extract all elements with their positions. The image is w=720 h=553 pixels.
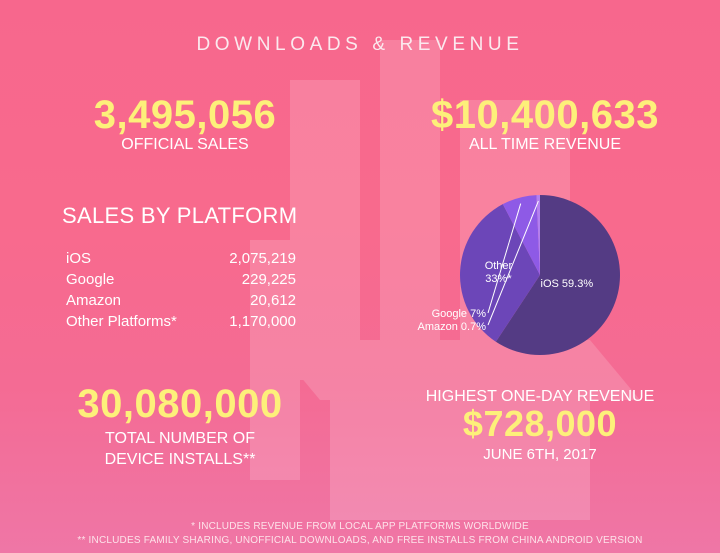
pie-label-amazon: Amazon 0.7% (418, 321, 487, 333)
pie-leader-amazon (487, 200, 539, 326)
platform-sales: 1,170,000 (229, 313, 296, 330)
platform-name: iOS (66, 250, 92, 267)
platform-sales: 20,612 (250, 292, 296, 309)
pie-slice-google (502, 195, 540, 275)
pie-label-ios: iOS 59.3% (541, 278, 594, 290)
pie-chart-svg: iOS 59.3% Other33%* Google 7%Amazon 0.7% (418, 195, 620, 355)
platform-name: Amazon (66, 292, 122, 309)
pie-leader-google (487, 203, 522, 314)
official-sales-value: 3,495,056 (93, 93, 277, 137)
platform-share-pie-chart: iOS 59.3% Other33%* Google 7%Amazon 0.7% (380, 185, 710, 365)
platform-name: Google (66, 271, 115, 288)
platform-sales: 2,075,219 (229, 250, 296, 267)
pie-label-google: Google 7% (432, 308, 487, 320)
footnote-2: ** INCLUDES FAMILY SHARING, UNOFFICIAL D… (77, 535, 643, 546)
pie-slice-amazon (536, 195, 540, 275)
platform-row-other: Other Platforms* 1,170,000 (66, 313, 296, 334)
pie-slice-ios (495, 195, 620, 355)
footnote-1: * INCLUDES REVENUE FROM LOCAL APP PLATFO… (191, 521, 529, 532)
all-time-revenue-value: $10,400,633 (431, 93, 659, 137)
device-installs-label-line1: TOTAL NUMBER OF (105, 430, 255, 447)
device-installs-value: 30,080,000 (77, 382, 283, 426)
all-time-revenue-label: ALL TIME REVENUE (468, 136, 622, 153)
platform-row-google: Google 229,225 (66, 271, 296, 292)
device-installs-label-line2: DEVICE INSTALLS** (104, 451, 256, 468)
highest-day-revenue-value: $728,000 (462, 403, 618, 444)
sales-by-platform-heading: SALES BY PLATFORM (62, 203, 298, 228)
page-title: DOWNLOADS & REVENUE (196, 34, 524, 55)
highest-day-revenue-label: HIGHEST ONE-DAY REVENUE (425, 388, 655, 405)
sales-by-platform-table: iOS 2,075,219 Google 229,225 Amazon 20,6… (66, 250, 296, 334)
highest-day-revenue-date: JUNE 6TH, 2017 (483, 446, 597, 463)
platform-name: Other Platforms* (66, 313, 177, 330)
pie-label-other: Other33%* (485, 260, 513, 285)
platform-row-amazon: Amazon 20,612 (66, 292, 296, 313)
platform-sales: 229,225 (241, 271, 296, 288)
official-sales-label: OFFICIAL SALES (121, 136, 249, 153)
platform-row-ios: iOS 2,075,219 (66, 250, 296, 271)
